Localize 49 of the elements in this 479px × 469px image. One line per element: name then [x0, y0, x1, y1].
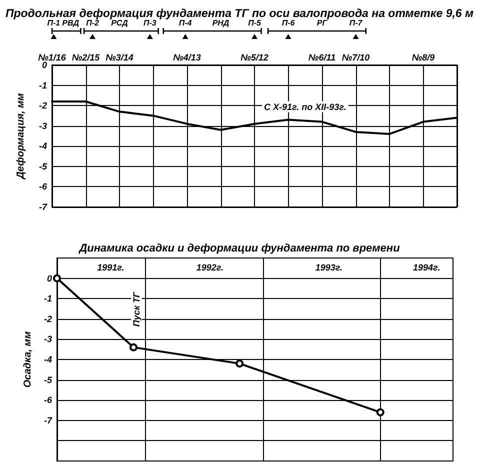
x-tick-label: 1993г. — [315, 262, 343, 272]
x-tick-label: №1/16 — [38, 52, 67, 62]
x-tick-label: 1994г. — [413, 262, 440, 272]
text: П-4 — [178, 18, 192, 28]
point — [53, 274, 61, 282]
point — [376, 408, 384, 416]
y-tick-label: -5 — [44, 374, 53, 385]
y-axis-title: Деформация, мм — [16, 92, 26, 180]
chart-title: Динамика осадки и деформации фундамента по времени — [78, 242, 400, 254]
y-tick-label: -6 — [38, 182, 48, 192]
y-tick-label: -1 — [44, 294, 52, 304]
text: П-3 — [143, 18, 157, 28]
y-tick-label: -6 — [44, 395, 53, 406]
text: П-5 — [248, 18, 262, 28]
y-tick-label: 0 — [42, 60, 47, 70]
y-tick-label: -4 — [38, 141, 47, 152]
x-tick-label: 1992г. — [196, 262, 224, 272]
text: П-6 — [282, 18, 296, 28]
y-tick-label: -7 — [38, 202, 48, 212]
x-tick-label: №4/13 — [173, 52, 201, 62]
text: П-2 — [86, 18, 100, 28]
x-tick-label: №6/11 — [308, 52, 336, 62]
x-tick-label: №7/10 — [342, 52, 370, 62]
point — [130, 343, 138, 352]
y-tick-label: -3 — [38, 120, 47, 131]
y-tick-label: -2 — [44, 314, 52, 324]
series-label: С X-91г. по XII-93г. — [264, 102, 346, 112]
text: РВД — [62, 18, 80, 28]
x-tick-label: №2/15 — [72, 52, 101, 62]
text: РСД — [111, 18, 128, 28]
text: РГ — [316, 18, 328, 28]
y-axis-title: Осадка, мм — [22, 330, 34, 388]
y-tick-label: -4 — [44, 354, 52, 364]
text: П-7 — [349, 18, 363, 28]
y-tick-label: -3 — [44, 334, 52, 344]
x-tick-label: 1991г. — [97, 262, 124, 272]
annotation: Пуск ТГ — [132, 292, 142, 327]
x-tick-label: №3/14 — [106, 52, 134, 62]
point — [236, 360, 244, 368]
x-tick-label: №8/9 — [412, 52, 435, 62]
y-tick-label: -7 — [44, 415, 53, 426]
chart-title: Продольная деформация фундамента ТГ по оси валопровода на отметке 9,6 м — [5, 8, 474, 20]
x-tick-label: №5/12 — [240, 52, 268, 62]
text: П-1 — [47, 18, 61, 28]
y-tick-label: 0 — [46, 273, 52, 284]
y-tick-label: -2 — [38, 100, 47, 111]
y-tick-label: -5 — [38, 161, 48, 172]
text: РНД — [212, 18, 230, 28]
y-tick-label: -1 — [38, 80, 47, 90]
